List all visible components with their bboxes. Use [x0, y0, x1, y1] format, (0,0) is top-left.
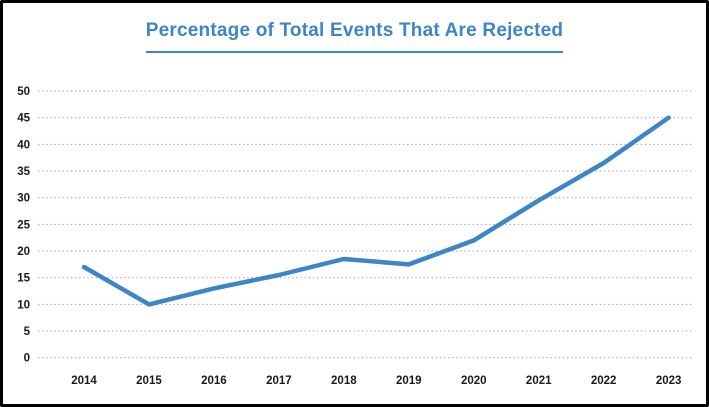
x-axis-tick-label: 2014 [71, 375, 97, 387]
y-axis-tick-label: 45 [17, 113, 30, 125]
y-axis-tick-label: 0 [24, 353, 30, 365]
chart-title-container: Percentage of Total Events That Are Reje… [3, 20, 706, 53]
y-axis-tick-label: 25 [17, 219, 30, 231]
line-chart: 0 5 10 15 20 25 30 35 40 45 50 2014 2015 2016 2017 2018… [17, 86, 692, 387]
x-axis-tick-label: 2018 [331, 375, 357, 387]
y-axis-tick-label: 40 [17, 139, 30, 151]
chart-title: Percentage of Total Events That Are Reje… [145, 20, 564, 53]
x-axis-tick-label: 2023 [656, 375, 682, 387]
x-axis-tick-label: 2022 [591, 375, 617, 387]
y-axis-tick-label: 20 [17, 246, 30, 258]
data-line [81, 115, 671, 307]
x-axis-tick-label: 2020 [461, 375, 487, 387]
y-axis-tick-label: 10 [17, 299, 30, 311]
x-axis-tick-label: 2021 [526, 375, 552, 387]
y-axis-tick-label: 30 [17, 193, 30, 205]
x-axis-tick-label: 2016 [201, 375, 227, 387]
y-axis-tick-label: 5 [24, 326, 31, 338]
x-axis-tick-label: 2017 [266, 375, 292, 387]
y-axis-tick-label: 50 [17, 86, 30, 98]
y-axis-tick-label: 15 [17, 273, 30, 285]
x-axis-tick-label: 2019 [396, 375, 422, 387]
x-axis-tick-label: 2015 [136, 375, 162, 387]
y-axis-tick-label: 35 [17, 166, 30, 178]
